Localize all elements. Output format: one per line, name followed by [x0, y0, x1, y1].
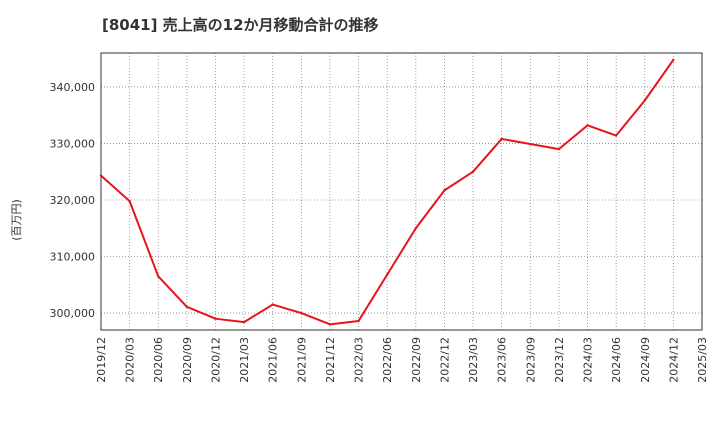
x-tick-label: 2020/12	[209, 337, 222, 383]
x-tick-label: 2023/09	[524, 337, 537, 383]
data-point	[672, 58, 675, 61]
data-point	[157, 275, 160, 278]
data-point	[443, 189, 446, 192]
x-tick-label: 2022/12	[438, 337, 451, 383]
x-tick-label: 2024/09	[639, 337, 652, 383]
data-point	[586, 124, 589, 127]
data-point	[271, 303, 274, 306]
x-tick-label: 2021/06	[267, 337, 280, 383]
x-tick-label: 2022/06	[381, 337, 394, 383]
y-tick-label: 300,000	[50, 307, 96, 320]
data-point	[557, 147, 561, 151]
x-tick-label: 2020/03	[124, 337, 137, 383]
y-tick-label: 340,000	[50, 81, 96, 94]
data-point	[128, 199, 131, 203]
data-point	[300, 311, 303, 315]
data-point	[99, 174, 103, 177]
x-tick-label: 2023/03	[467, 337, 480, 383]
data-point	[214, 317, 217, 320]
chart-title: [8041] 売上高の12か月移動合計の推移	[102, 16, 379, 34]
data-point	[614, 134, 618, 137]
data-point	[357, 319, 360, 323]
data-point	[328, 323, 332, 326]
plot-area	[101, 53, 702, 330]
data-point	[500, 137, 503, 141]
x-tick-label: 2019/12	[95, 337, 108, 383]
plot-frame	[100, 52, 703, 331]
y-tick-label: 320,000	[50, 194, 96, 207]
y-tick-label: 310,000	[50, 251, 96, 264]
x-tick-label: 2024/03	[582, 337, 595, 383]
x-tick-label: 2022/09	[410, 337, 423, 383]
data-point	[414, 227, 418, 230]
data-point	[242, 320, 246, 324]
x-tick-label: 2022/03	[353, 337, 366, 383]
x-tick-label: 2021/09	[295, 337, 308, 383]
y-tick-label: 330,000	[50, 137, 96, 150]
x-tick-label: 2023/12	[553, 337, 566, 383]
x-tick-label: 2023/06	[496, 337, 509, 383]
x-tick-label: 2020/06	[152, 337, 165, 383]
data-point	[385, 273, 389, 276]
x-tick-label: 2021/03	[238, 337, 251, 383]
data-point	[471, 170, 475, 173]
x-tick-label: 2021/12	[324, 337, 337, 383]
x-tick-label: 2020/09	[181, 337, 194, 383]
x-tick-label: 2024/12	[667, 337, 680, 383]
data-point	[529, 142, 532, 146]
data-point	[185, 305, 189, 309]
x-tick-label: 2024/06	[610, 337, 623, 383]
data-point	[643, 99, 646, 102]
x-tick-label: 2025/03	[696, 337, 709, 383]
